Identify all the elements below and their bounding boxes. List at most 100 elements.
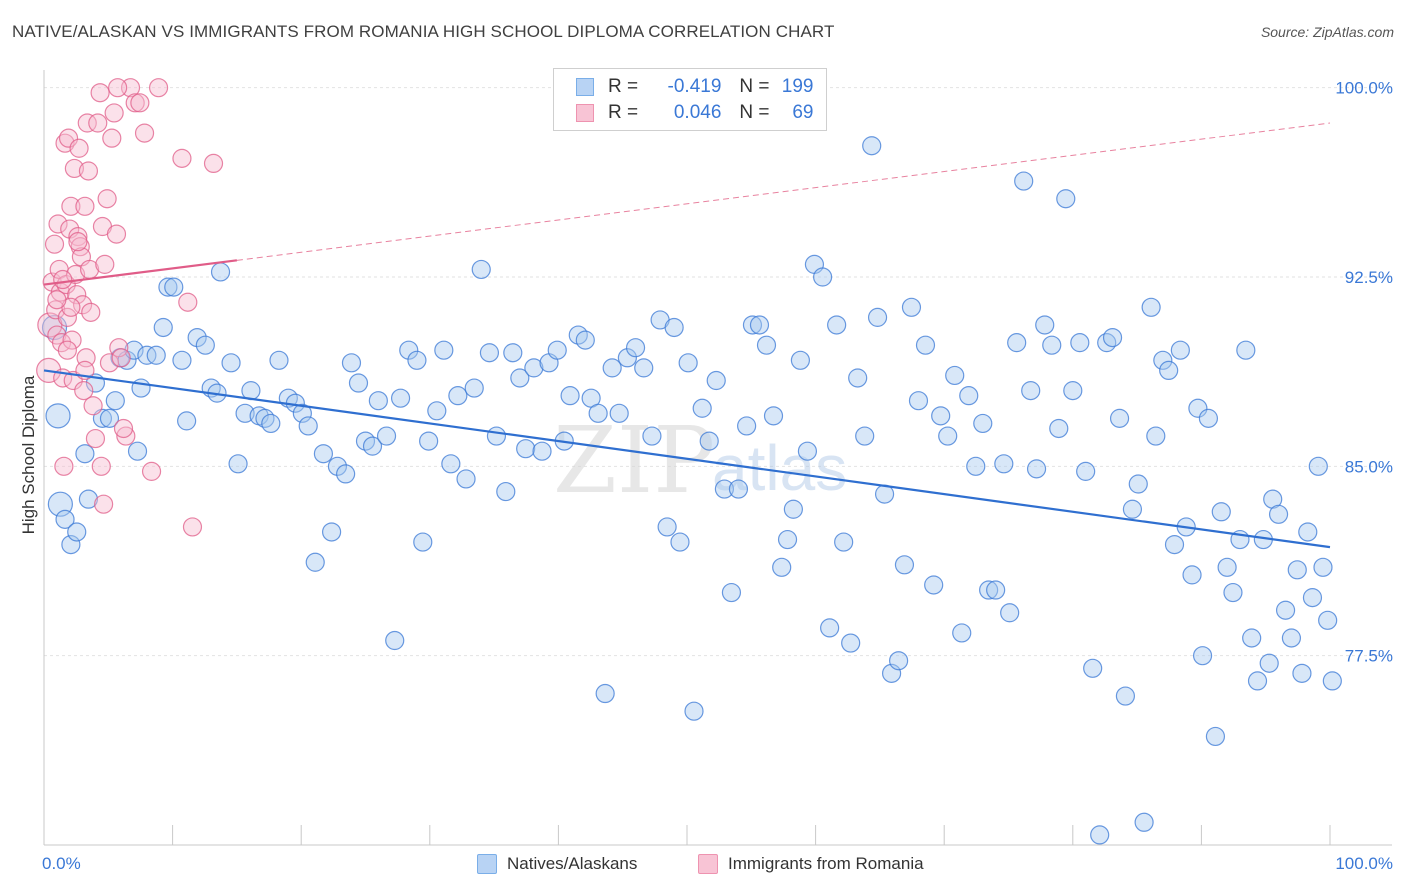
point-romania xyxy=(78,161,99,181)
point-native xyxy=(228,454,248,474)
legend-swatch-natives xyxy=(477,854,497,874)
point-native xyxy=(714,479,735,499)
point-native xyxy=(575,330,595,350)
point-native xyxy=(187,327,207,348)
watermark-zip: ZIP xyxy=(553,407,715,514)
legend-r-label: R = xyxy=(608,76,639,97)
point-native xyxy=(413,532,433,552)
point-native xyxy=(699,431,719,451)
point-romania xyxy=(130,93,150,113)
point-native xyxy=(153,317,173,338)
point-native xyxy=(1000,603,1020,623)
point-native xyxy=(777,529,798,550)
point-romania xyxy=(74,381,94,401)
point-native xyxy=(617,348,637,368)
point-native xyxy=(1275,600,1296,620)
source-label: Source: ZipAtlas.com xyxy=(1260,24,1394,40)
point-romania xyxy=(97,189,117,209)
point-native xyxy=(1070,333,1090,353)
point-native xyxy=(321,522,342,542)
point-romania xyxy=(134,123,155,143)
tick-labels: 77.5% 85.0% 92.5% 100.0% 0.0% 100.0% xyxy=(42,79,1393,873)
point-native xyxy=(790,350,811,370)
point-romania xyxy=(68,232,88,252)
point-native xyxy=(503,343,523,363)
point-native xyxy=(1007,333,1027,353)
point-romania xyxy=(48,214,68,234)
y-tick-label: 77.5% xyxy=(1345,647,1393,666)
point-native xyxy=(1302,588,1323,608)
point-native xyxy=(407,350,427,370)
point-native xyxy=(471,259,491,280)
point-native xyxy=(966,456,986,476)
legend-top: R = -0.419 N = 199 R = 0.046 N = 69 xyxy=(553,68,827,131)
point-native xyxy=(1223,582,1243,603)
point-native xyxy=(1141,297,1161,317)
point-native xyxy=(1268,504,1289,524)
trend-line-romania xyxy=(43,259,238,286)
point-native xyxy=(813,267,833,287)
point-native xyxy=(158,277,178,297)
trend-line-romania-extension xyxy=(236,122,1331,261)
point-native xyxy=(1247,671,1268,691)
point-romania xyxy=(44,234,65,254)
point-native xyxy=(441,454,461,474)
point-native xyxy=(1242,628,1262,648)
legend-n-label: N = xyxy=(739,102,770,123)
point-native xyxy=(959,386,979,406)
point-native xyxy=(456,469,476,489)
point-native xyxy=(434,340,454,360)
point-native xyxy=(164,277,184,297)
grid-lines xyxy=(44,87,1392,657)
watermark: ZIP atlas xyxy=(553,407,847,514)
trend-line-native xyxy=(43,369,1331,549)
point-native xyxy=(763,406,784,426)
point-romania xyxy=(111,348,131,368)
series-immigrants-romania xyxy=(36,78,224,537)
legend-row-romania: R = 0.046 N = 69 xyxy=(576,101,814,125)
point-native xyxy=(862,136,882,156)
point-romania xyxy=(95,254,115,274)
point-native xyxy=(1063,381,1083,401)
point-romania xyxy=(113,418,134,439)
point-native xyxy=(678,353,698,373)
point-native xyxy=(986,580,1006,600)
legend-label-romania: Immigrants from Romania xyxy=(728,854,924,873)
point-native xyxy=(664,317,684,338)
point-native xyxy=(657,517,677,537)
point-native xyxy=(797,441,818,461)
point-romania xyxy=(62,330,82,350)
point-native xyxy=(61,534,81,555)
point-native xyxy=(172,350,192,370)
point-native xyxy=(979,580,999,600)
point-native xyxy=(706,370,726,391)
point-native xyxy=(496,481,516,502)
point-native xyxy=(269,350,289,370)
point-native xyxy=(867,307,888,327)
point-romania xyxy=(83,396,103,416)
point-native xyxy=(235,403,255,423)
legend-swatch-native xyxy=(576,78,594,96)
point-romania xyxy=(72,295,93,315)
point-native xyxy=(362,436,383,456)
point-native xyxy=(399,340,419,360)
point-native xyxy=(1026,459,1047,479)
point-romania xyxy=(85,428,106,449)
point-native xyxy=(547,340,567,360)
legend-swatch-romania xyxy=(698,854,718,874)
point-native xyxy=(368,391,388,411)
point-native xyxy=(385,630,405,651)
point-native xyxy=(625,338,646,358)
point-native xyxy=(221,353,241,373)
point-native xyxy=(255,408,275,428)
point-native xyxy=(1198,408,1219,428)
point-native xyxy=(195,335,215,355)
point-native xyxy=(820,618,840,638)
axes xyxy=(43,70,1392,846)
point-native xyxy=(146,345,166,365)
point-native xyxy=(67,522,87,542)
point-native xyxy=(327,456,348,476)
point-native xyxy=(1083,658,1103,678)
point-native xyxy=(737,416,757,436)
point-romania xyxy=(57,340,77,360)
